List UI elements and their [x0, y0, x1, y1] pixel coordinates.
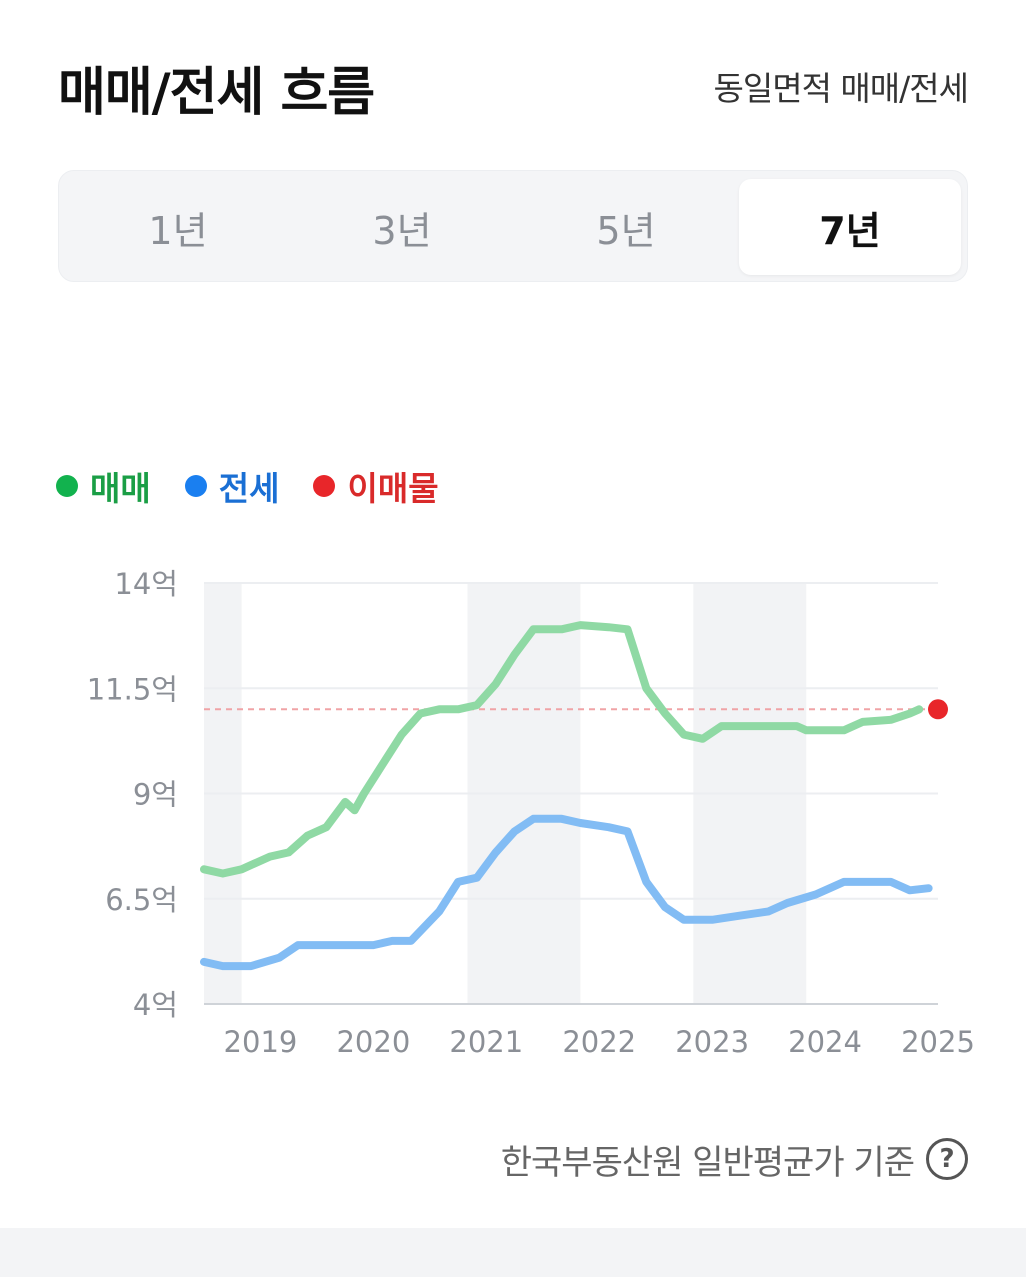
sale-price-line — [200, 621, 924, 878]
tab-1-year[interactable]: 1년 — [148, 208, 208, 253]
listing-price-point — [928, 699, 948, 720]
question-circle-icon[interactable]: ? — [926, 1138, 968, 1180]
x-tick-label: 2024 — [788, 1025, 862, 1059]
x-tick-label: 2025 — [901, 1025, 975, 1059]
legend-item-listing: 이매물 — [313, 462, 439, 510]
jeonse-price-line — [200, 814, 933, 971]
listing-dot-icon — [313, 475, 336, 497]
legend-label-jeonse: 전세 — [218, 469, 280, 508]
legend-label-listing: 이매물 — [347, 469, 439, 508]
y-tick-label: 11.5억 — [87, 672, 178, 706]
y-tick-label: 9억 — [133, 778, 178, 812]
page-title: 매매/전세 흐름 — [58, 63, 375, 123]
sale-dot-icon — [56, 475, 78, 497]
chart-legend: 매매 전세 이매물 — [56, 464, 473, 508]
price-trend-chart: 4억 6.5억 9억 11.5억 14억 2019 2020 2021 2022 2023 2024… — [87, 567, 975, 1059]
header: 매매/전세 흐름 동일면적 매매/전세 — [58, 50, 969, 123]
section-divider — [0, 1228, 1026, 1277]
y-tick-label: 14억 — [114, 567, 178, 601]
period-tabs: 1년 3년 5년 7년 — [58, 170, 968, 282]
legend-item-sale: 매매 — [56, 462, 151, 510]
tab-7-year[interactable]: 7년 — [739, 179, 961, 275]
legend-label-sale: 매매 — [90, 469, 151, 508]
data-source-text: 한국부동산원 일반평균가 기준 — [500, 1142, 915, 1183]
area-filter-link[interactable]: 동일면적 매매/전세 — [713, 69, 969, 108]
x-tick-label: 2023 — [675, 1025, 749, 1059]
jeonse-dot-icon — [184, 475, 207, 497]
x-tick-label: 2022 — [562, 1025, 636, 1059]
x-tick-label: 2019 — [224, 1025, 298, 1059]
legend-item-jeonse: 전세 — [184, 462, 280, 510]
y-tick-label: 4억 — [133, 988, 178, 1022]
x-tick-label: 2020 — [336, 1025, 410, 1059]
tab-5-year[interactable]: 5년 — [596, 208, 656, 253]
x-tick-label: 2021 — [449, 1025, 523, 1059]
footer: 한국부동산원 일반평균가 기준 ? — [501, 1134, 968, 1184]
tab-3-year[interactable]: 3년 — [372, 208, 432, 253]
y-tick-label: 6.5억 — [105, 883, 178, 917]
